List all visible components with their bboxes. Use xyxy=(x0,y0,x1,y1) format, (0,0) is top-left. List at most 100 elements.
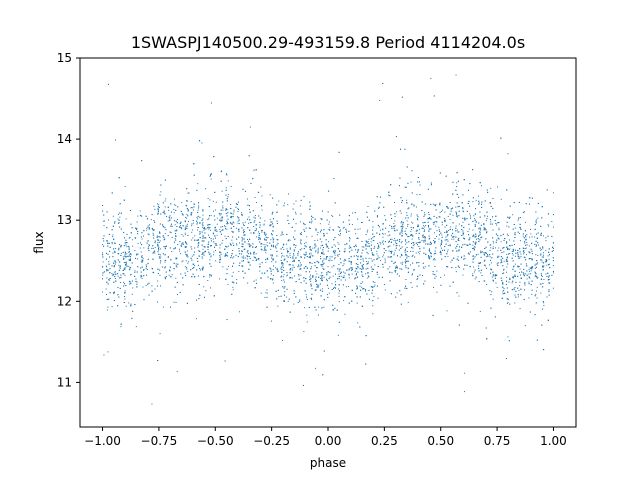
data-point xyxy=(199,232,201,234)
data-point xyxy=(394,267,396,269)
data-point xyxy=(261,231,263,233)
data-point xyxy=(165,229,167,231)
data-point xyxy=(340,229,342,231)
data-point xyxy=(451,236,453,238)
data-point xyxy=(201,223,203,225)
data-point xyxy=(150,219,152,221)
data-point xyxy=(186,207,188,209)
data-point xyxy=(343,271,345,273)
data-point xyxy=(293,238,295,240)
data-point xyxy=(310,278,312,280)
data-point xyxy=(293,250,295,252)
data-point xyxy=(327,211,329,213)
data-point xyxy=(528,270,530,272)
data-point xyxy=(344,313,346,315)
data-point xyxy=(541,217,543,219)
data-point xyxy=(524,257,526,259)
data-point xyxy=(506,256,508,258)
data-point xyxy=(531,236,533,238)
data-point xyxy=(418,181,420,183)
data-point xyxy=(372,237,374,239)
data-point xyxy=(209,276,211,278)
data-point xyxy=(258,259,260,261)
data-point xyxy=(419,274,421,276)
data-point xyxy=(362,267,364,269)
data-point xyxy=(506,287,508,289)
data-point xyxy=(158,206,160,208)
data-point xyxy=(304,245,306,247)
data-point xyxy=(512,248,514,250)
data-point xyxy=(536,277,538,279)
data-point xyxy=(212,210,214,212)
data-point xyxy=(215,237,216,239)
data-point xyxy=(276,235,278,237)
data-point xyxy=(180,225,182,227)
data-point xyxy=(120,254,122,256)
data-point xyxy=(518,266,520,267)
data-point xyxy=(523,298,525,300)
data-point xyxy=(407,301,409,303)
data-point xyxy=(303,222,305,224)
data-point xyxy=(506,233,508,235)
data-point xyxy=(255,279,257,281)
data-point xyxy=(291,267,293,269)
data-point xyxy=(159,223,161,225)
data-point xyxy=(517,294,519,296)
data-point xyxy=(210,178,212,180)
data-point xyxy=(233,256,235,258)
data-point xyxy=(365,240,367,242)
data-point xyxy=(120,244,122,246)
data-point xyxy=(305,294,307,296)
data-point xyxy=(340,262,342,264)
data-point xyxy=(248,216,250,218)
data-point xyxy=(542,256,544,258)
data-point xyxy=(506,221,508,223)
data-point xyxy=(208,217,210,219)
data-point xyxy=(406,254,408,256)
data-point xyxy=(164,227,166,229)
data-point xyxy=(519,281,521,283)
data-point xyxy=(227,283,229,285)
data-point xyxy=(535,222,537,224)
data-point xyxy=(120,252,122,254)
data-point xyxy=(411,286,413,288)
data-point xyxy=(269,242,271,244)
data-point xyxy=(399,232,401,234)
data-point xyxy=(451,267,453,269)
data-point xyxy=(451,234,453,236)
data-point xyxy=(492,207,494,209)
data-point xyxy=(269,218,271,220)
data-point xyxy=(305,253,307,255)
data-point xyxy=(141,259,143,261)
data-point xyxy=(441,224,443,226)
data-point xyxy=(434,277,436,279)
data-point xyxy=(383,252,385,254)
data-point xyxy=(272,278,274,280)
data-point xyxy=(534,267,536,269)
data-point xyxy=(179,248,181,250)
data-point xyxy=(526,270,528,272)
data-point xyxy=(388,250,390,252)
data-point xyxy=(474,224,476,226)
data-point xyxy=(202,235,204,237)
data-point xyxy=(356,288,358,290)
data-point xyxy=(190,207,192,209)
data-point xyxy=(529,258,531,260)
data-point xyxy=(107,283,109,285)
data-point xyxy=(474,256,476,258)
data-point xyxy=(280,295,282,297)
data-point xyxy=(113,281,115,283)
data-point xyxy=(503,260,505,262)
data-point xyxy=(531,293,533,295)
data-point xyxy=(271,261,273,263)
data-point xyxy=(490,272,492,274)
data-point xyxy=(503,246,505,248)
data-point xyxy=(241,237,243,239)
data-point xyxy=(154,208,156,210)
data-point xyxy=(321,264,323,266)
data-point xyxy=(113,266,115,268)
data-point xyxy=(281,269,283,270)
data-point xyxy=(462,221,464,223)
data-point xyxy=(435,252,437,254)
data-point xyxy=(176,226,178,227)
